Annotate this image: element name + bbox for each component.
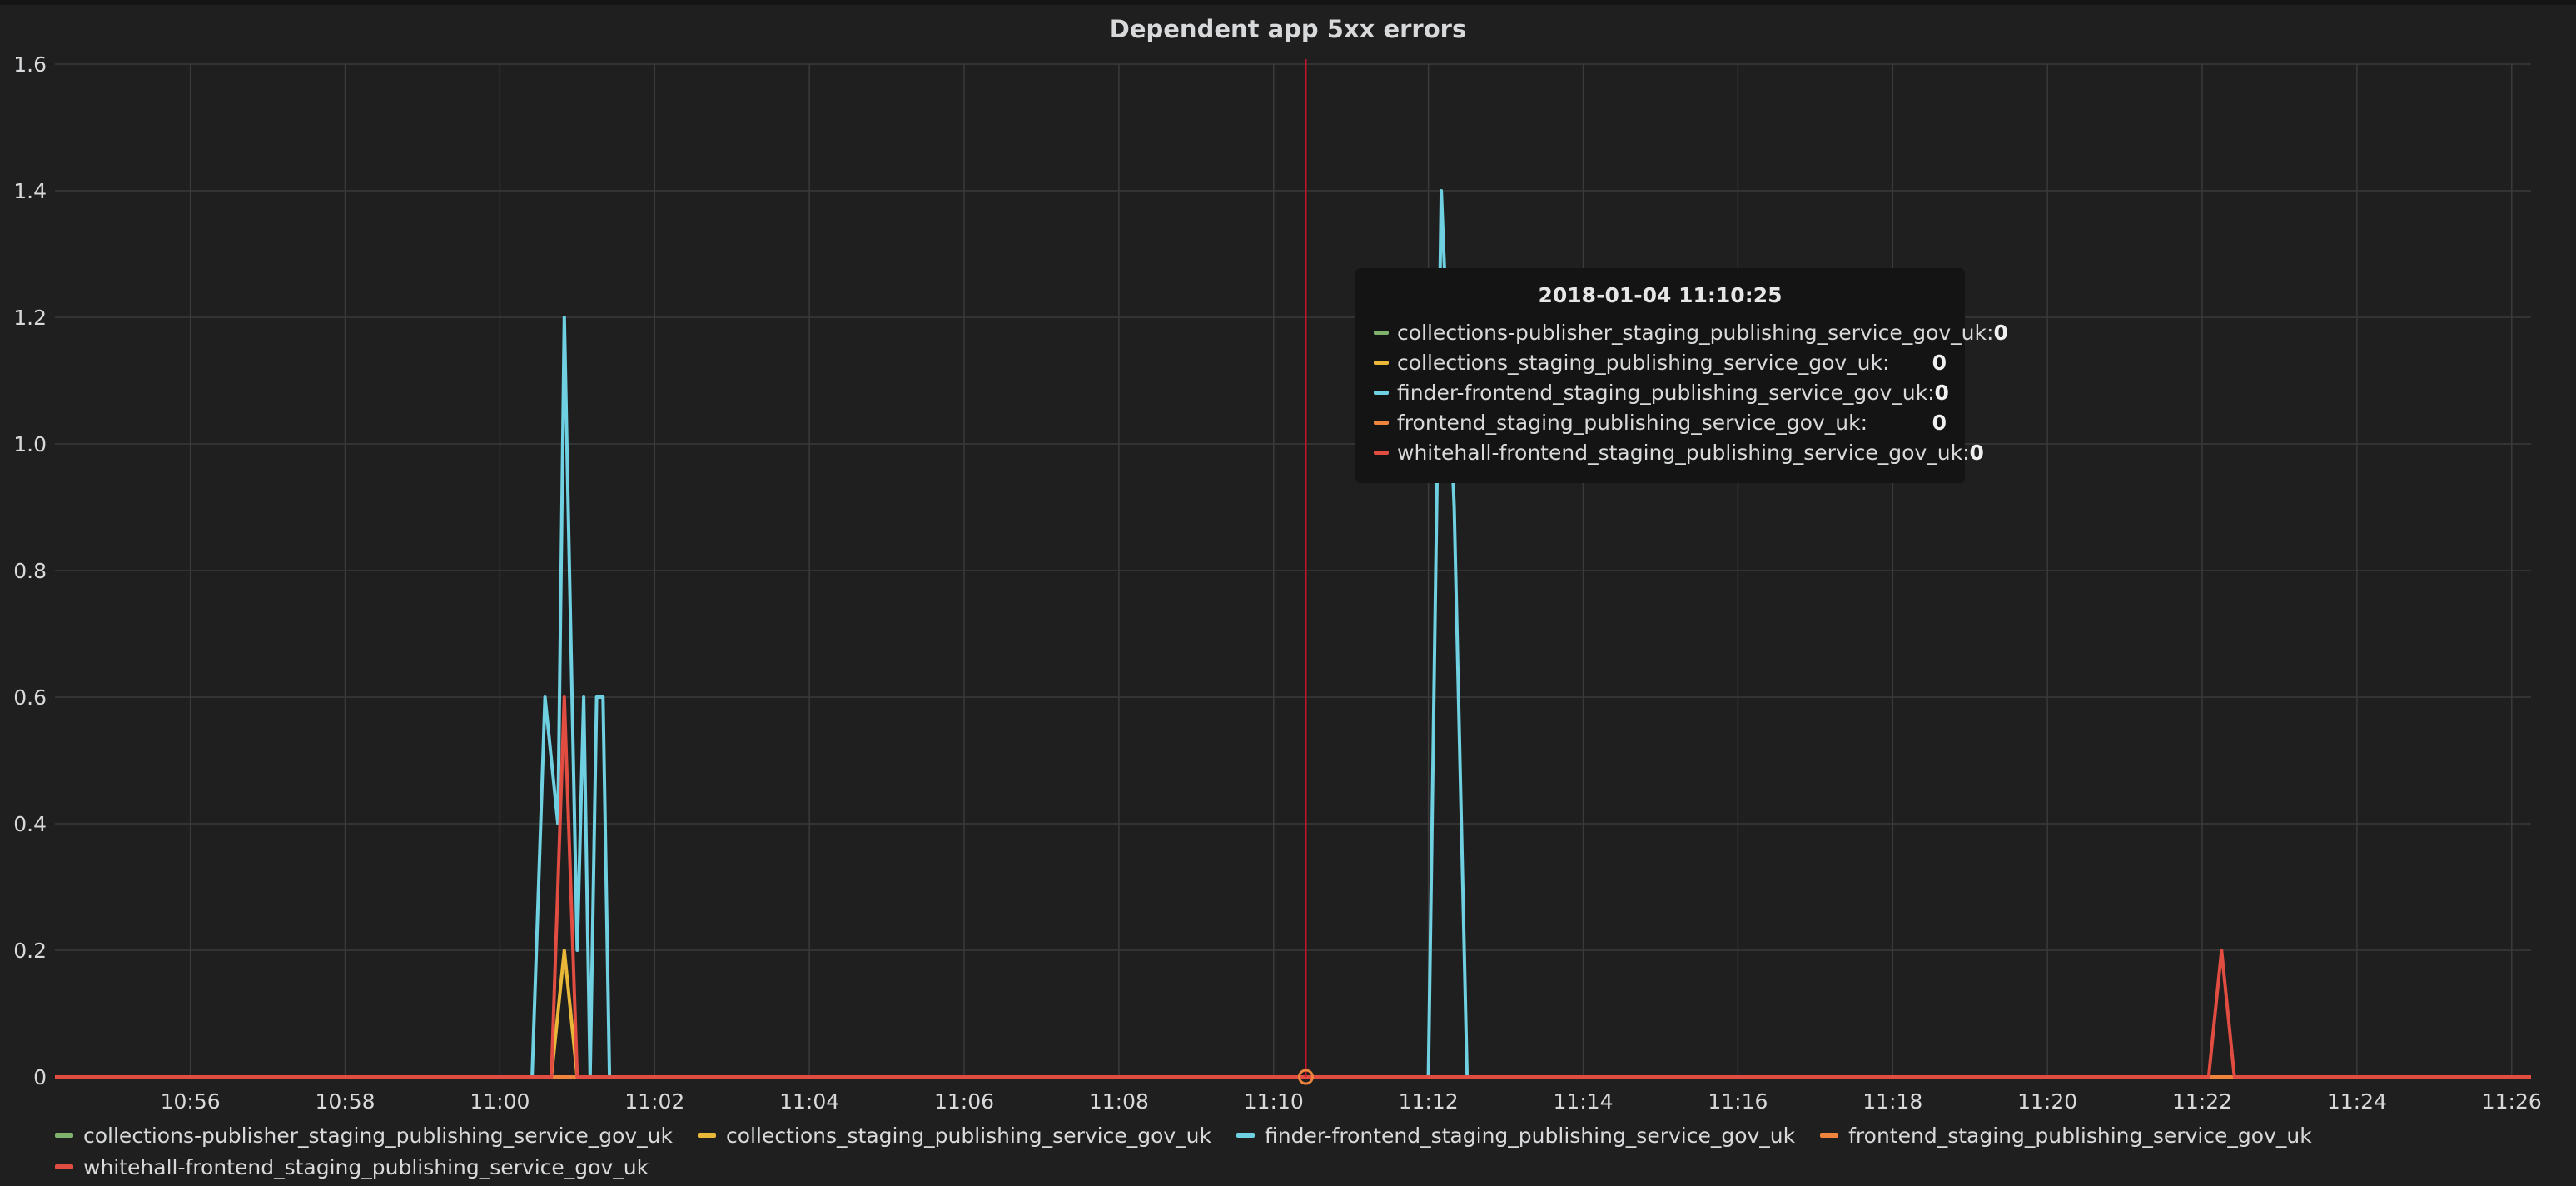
- tooltip-series-name: frontend_staging_publishing_service_gov_…: [1397, 410, 1868, 435]
- y-tick-label: 0.8: [13, 559, 47, 583]
- panel-top-border: [0, 0, 2576, 5]
- y-tick-label: 0: [33, 1065, 47, 1089]
- hover-tooltip: 2018-01-04 11:10:25 collections-publishe…: [1355, 268, 2008, 483]
- legend-item[interactable]: frontend_staging_publishing_service_gov_…: [1820, 1121, 2312, 1149]
- chart-legend: collections-publisher_staging_publishing…: [55, 1121, 2519, 1181]
- legend-label: whitehall-frontend_staging_publishing_se…: [83, 1154, 649, 1179]
- legend-item[interactable]: collections-publisher_staging_publishing…: [55, 1121, 673, 1149]
- tooltip-row: collections-publisher_staging_publishing…: [1374, 317, 2008, 347]
- legend-color-swatch: [698, 1133, 717, 1138]
- legend-item[interactable]: collections_staging_publishing_service_g…: [698, 1121, 1211, 1149]
- crosshair-marker: [1297, 1069, 1314, 1085]
- series-color-swatch: [1374, 330, 1389, 335]
- legend-item[interactable]: finder-frontend_staging_publishing_servi…: [1236, 1121, 1795, 1149]
- series-line-4: [55, 695, 2531, 1079]
- y-tick-label: 1.0: [13, 432, 47, 456]
- x-tick-label: 11:00: [470, 1089, 530, 1114]
- legend-label: frontend_staging_publishing_service_gov_…: [1848, 1123, 2312, 1148]
- chart-area[interactable]: 0 0.2 0.4 0.6 0.8 1.0 1.2 1.4 1.6 10:56 10:58 11:0…: [0, 0, 2576, 1116]
- tooltip-series-name: collections-publisher_staging_publishing…: [1397, 320, 1994, 345]
- tooltip-row: whitehall-frontend_staging_publishing_se…: [1374, 437, 1984, 467]
- x-tick-label: 11:08: [1089, 1089, 1149, 1114]
- x-tick-label: 11:22: [2172, 1089, 2232, 1114]
- panel-title[interactable]: Dependent app 5xx errors: [1109, 15, 1467, 43]
- tooltip-rows: collections-publisher_staging_publishing…: [1374, 317, 2008, 467]
- tooltip-series-value: 0: [1969, 440, 1984, 465]
- x-tick-label: 11:24: [2327, 1089, 2387, 1114]
- chart-grid: [55, 63, 2531, 1078]
- legend-label: collections-publisher_staging_publishing…: [83, 1123, 674, 1148]
- x-tick-label: 11:16: [1708, 1089, 1768, 1114]
- series-color-swatch: [1374, 420, 1389, 425]
- x-tick-label: 10:58: [315, 1089, 375, 1114]
- x-axis: 10:56 10:58 11:00 11:02 11:04 11:06 11:08 11:10…: [161, 1089, 2542, 1114]
- series-line-2: [55, 189, 2531, 1079]
- tooltip-series-value: 0: [1934, 380, 1949, 405]
- y-tick-label: 1.4: [13, 179, 47, 203]
- series-color-swatch: [1374, 360, 1389, 365]
- tooltip-series-name: finder-frontend_staging_publishing_servi…: [1397, 380, 1935, 405]
- tooltip-time: 2018-01-04 11:10:25: [1538, 283, 1783, 307]
- crosshair: [1297, 59, 1314, 1085]
- x-tick-label: 11:02: [624, 1089, 684, 1114]
- tooltip-row: frontend_staging_publishing_service_gov_…: [1374, 407, 1947, 437]
- y-axis: 0 0.2 0.4 0.6 0.8 1.0 1.2 1.4 1.6: [13, 52, 47, 1089]
- x-tick-label: 11:06: [934, 1089, 994, 1114]
- legend-color-swatch: [1236, 1133, 1255, 1138]
- x-tick-label: 10:56: [161, 1089, 221, 1114]
- x-tick-label: 11:10: [1244, 1089, 1304, 1114]
- legend-color-swatch: [55, 1133, 73, 1138]
- legend-color-swatch: [1820, 1133, 1839, 1138]
- tooltip-series-name: collections_staging_publishing_service_g…: [1397, 350, 1890, 375]
- tooltip-series-value: 0: [1932, 350, 1947, 375]
- x-tick-label: 11:18: [1862, 1089, 1922, 1114]
- chart-series: [55, 189, 2531, 1079]
- y-tick-label: 1.6: [13, 52, 47, 77]
- tooltip-row: collections_staging_publishing_service_g…: [1374, 347, 1947, 377]
- x-tick-label: 11:20: [2017, 1089, 2077, 1114]
- legend-color-swatch: [55, 1164, 73, 1169]
- x-tick-label: 11:26: [2482, 1089, 2542, 1114]
- series-color-swatch: [1374, 450, 1389, 455]
- tooltip-series-value: 0: [1932, 410, 1947, 435]
- tooltip-series-name: whitehall-frontend_staging_publishing_se…: [1397, 440, 1970, 465]
- y-tick-label: 1.2: [13, 306, 47, 330]
- tooltip-series-value: 0: [1993, 320, 2008, 345]
- legend-item[interactable]: whitehall-frontend_staging_publishing_se…: [55, 1153, 649, 1181]
- legend-label: collections_staging_publishing_service_g…: [726, 1123, 1211, 1148]
- x-tick-label: 11:14: [1553, 1089, 1613, 1114]
- y-tick-label: 0.4: [13, 812, 47, 836]
- series-color-swatch: [1374, 390, 1389, 395]
- series-line-1: [55, 949, 2531, 1079]
- x-tick-label: 11:12: [1399, 1089, 1459, 1114]
- x-tick-label: 11:04: [779, 1089, 839, 1114]
- legend-label: finder-frontend_staging_publishing_servi…: [1265, 1123, 1796, 1148]
- tooltip-row: finder-frontend_staging_publishing_servi…: [1374, 377, 1949, 407]
- y-tick-label: 0.6: [13, 685, 47, 710]
- y-tick-label: 0.2: [13, 939, 47, 963]
